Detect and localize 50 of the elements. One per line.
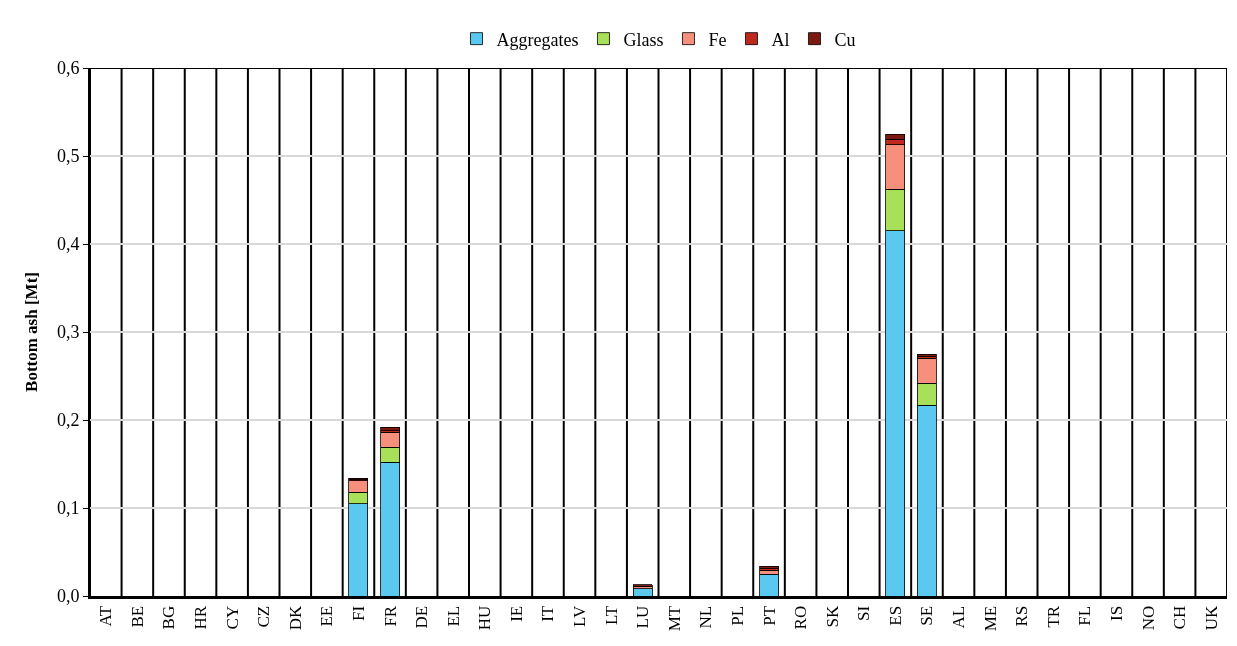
x-tick-label: SK	[822, 605, 842, 628]
x-tick-label: IE	[506, 605, 526, 622]
y-tick-label: 0,0	[56, 586, 80, 607]
legend-label: Fe	[708, 29, 727, 50]
x-tick-label: HR	[191, 605, 211, 630]
x-tick-label: HU	[475, 605, 495, 631]
bar	[380, 426, 400, 431]
legend-label: Aggregates	[496, 29, 579, 50]
x-tick-label: DK	[285, 605, 305, 631]
x-tick-label: LV	[570, 605, 590, 627]
y-tick-label: 0,6	[56, 58, 80, 79]
x-tick-label: AT	[96, 605, 116, 627]
x-tick-label: ME	[980, 605, 1000, 632]
x-tick-label: RS	[1012, 605, 1032, 627]
x-tick-label: CY	[222, 605, 242, 630]
y-tick-label: 0,5	[56, 146, 80, 167]
x-tick-label: CZ	[254, 605, 274, 628]
x-tick-label: EE	[317, 605, 337, 627]
x-tick-label: FR	[380, 605, 400, 627]
x-tick-label: LT	[601, 605, 621, 626]
x-tick-label: MT	[664, 605, 684, 632]
x-tick-label: BE	[127, 605, 147, 628]
x-tick-label: LU	[633, 605, 653, 629]
x-tick-label: NO	[1138, 605, 1158, 631]
x-tick-label: TR	[1043, 605, 1063, 628]
x-tick-label: CH	[1170, 605, 1190, 630]
x-tick-label: SI	[854, 605, 874, 621]
x-tick-label: FL	[1075, 605, 1095, 626]
x-tick-label: PT	[759, 605, 779, 626]
legend-label: Glass	[623, 29, 664, 50]
y-tick-label: 0,2	[56, 410, 80, 431]
x-tick-label: UK	[1201, 605, 1221, 631]
x-tick-label: AL	[949, 605, 969, 629]
legend-label: Al	[771, 29, 790, 50]
y-tick-label: 0,1	[56, 498, 80, 519]
x-tick-label: PL	[727, 605, 747, 626]
y-axis-title: Bottom ash [Mt]	[21, 272, 41, 392]
x-tick-label: NL	[696, 605, 716, 629]
y-tick-label: 0,3	[56, 322, 80, 343]
x-tick-label: IT	[538, 605, 558, 622]
x-tick-label: IS	[1106, 605, 1126, 621]
legend-label: Cu	[834, 29, 856, 50]
x-tick-label: SE	[917, 605, 937, 626]
x-tick-label: RO	[791, 605, 811, 630]
x-tick-label: FI	[348, 605, 368, 621]
x-tick-label: BG	[159, 605, 179, 630]
x-tick-label: DE	[412, 605, 432, 629]
x-tick-label: EL	[443, 605, 463, 627]
y-tick-label: 0,4	[56, 234, 80, 255]
x-tick-label: ES	[885, 605, 905, 626]
